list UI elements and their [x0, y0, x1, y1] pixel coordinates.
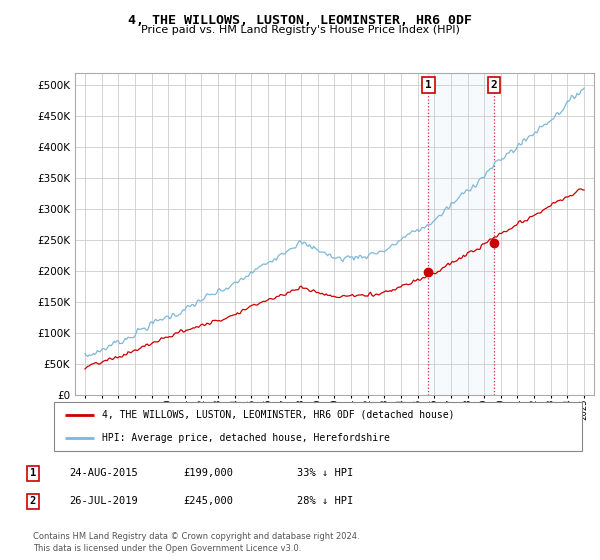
Text: 4, THE WILLOWS, LUSTON, LEOMINSTER, HR6 0DF: 4, THE WILLOWS, LUSTON, LEOMINSTER, HR6 …: [128, 14, 472, 27]
Text: 24-AUG-2015: 24-AUG-2015: [69, 468, 138, 478]
Text: 33% ↓ HPI: 33% ↓ HPI: [297, 468, 353, 478]
Text: 4, THE WILLOWS, LUSTON, LEOMINSTER, HR6 0DF (detached house): 4, THE WILLOWS, LUSTON, LEOMINSTER, HR6 …: [101, 410, 454, 420]
Bar: [428, 73, 494, 395]
Text: £199,000: £199,000: [183, 468, 233, 478]
Text: HPI: Average price, detached house, Herefordshire: HPI: Average price, detached house, Here…: [101, 433, 389, 444]
Text: 28% ↓ HPI: 28% ↓ HPI: [297, 496, 353, 506]
Text: 26-JUL-2019: 26-JUL-2019: [69, 496, 138, 506]
Text: £245,000: £245,000: [183, 496, 233, 506]
Text: 1: 1: [425, 80, 432, 90]
Text: 1: 1: [30, 468, 36, 478]
Text: Price paid vs. HM Land Registry's House Price Index (HPI): Price paid vs. HM Land Registry's House …: [140, 25, 460, 35]
Text: 2: 2: [30, 496, 36, 506]
FancyBboxPatch shape: [54, 402, 582, 451]
Text: 2: 2: [490, 80, 497, 90]
Text: Contains HM Land Registry data © Crown copyright and database right 2024.
This d: Contains HM Land Registry data © Crown c…: [33, 533, 359, 553]
